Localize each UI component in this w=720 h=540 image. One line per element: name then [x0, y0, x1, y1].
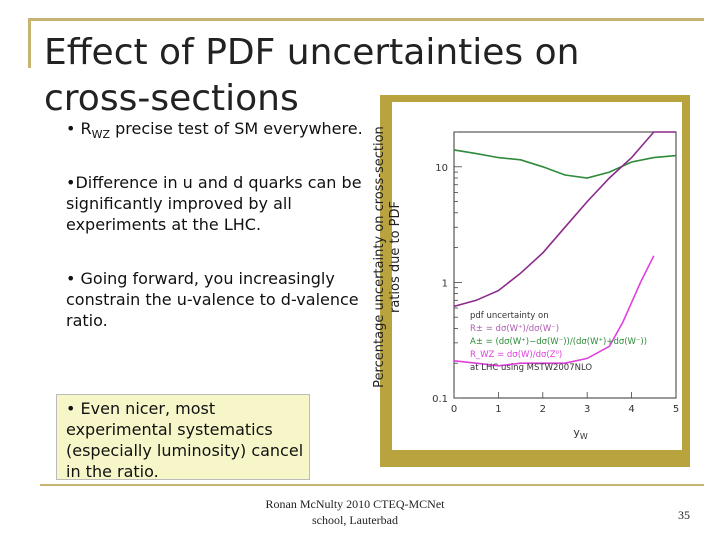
plot-frame: [453, 131, 677, 399]
series-line-1: [453, 149, 677, 179]
x-tick-label: 4: [628, 404, 634, 415]
bullet-forward: • Going forward, you increasingly constr…: [66, 269, 359, 330]
x-tick-label: 2: [540, 404, 546, 415]
chart-axes: 0.1 1 10 0 1 2 3 4 5 yW: [432, 131, 679, 441]
x-tick-label: 3: [584, 404, 590, 415]
plot-background: [392, 102, 682, 450]
frame-top-line: [30, 18, 704, 21]
x-tick-label: 5: [673, 404, 679, 415]
y-tick-label: 1: [442, 278, 448, 289]
bullet-rwz-prefix: • R: [66, 119, 92, 138]
legend-entry: R_WZ = dσ(W)/dσ(Z⁰): [470, 350, 562, 360]
page-number: 35: [678, 508, 690, 522]
frame-bottom-line: [40, 484, 704, 486]
legend-entry: at LHC using MSTW2007NLO: [470, 363, 592, 373]
legend-entry: pdf uncertainty on: [470, 311, 549, 321]
x-axis-label: yW: [573, 426, 588, 441]
series-line-3: [453, 255, 655, 367]
slide-title: Effect of PDF uncertainties on cross-sec…: [44, 32, 580, 119]
y-tick-label: 0.1: [432, 394, 448, 405]
footer-text: Ronan McNulty 2010 CTEQ-MCNet school, La…: [265, 497, 445, 527]
chart-series: [453, 131, 677, 367]
bullet-rwz: • RWZ precise test of SM everywhere.: [66, 118, 386, 145]
x-tick-label: 0: [451, 404, 457, 415]
y-tick-label: 10: [435, 163, 448, 174]
frame-left-line: [28, 18, 31, 68]
chart-legend: pdf uncertainty on R± = dσ(W⁺)/dσ(W⁻) A± =…: [470, 311, 647, 373]
legend-entry: A± = (dσ(W⁺)−dσ(W⁻))/(dσ(W⁺)+dσ(W⁻)): [470, 337, 647, 347]
bullet-rwz-subscript: WZ: [91, 128, 111, 142]
legend-entry: R± = dσ(W⁺)/dσ(W⁻): [470, 324, 559, 334]
pdf-uncertainty-chart: 0.1 1 10 0 1 2 3 4 5 yW pdf uncertainty on R± = dσ…: [432, 131, 679, 441]
series-line-2: [453, 131, 676, 308]
x-tick-label: 1: [495, 404, 501, 415]
bullet-u-d-quarks: •Difference in u and d quarks can be sig…: [66, 173, 362, 234]
figure-ylabel: Percentage uncertainty on cross-section …: [372, 126, 403, 388]
bullet-systematics: • Even nicer, most experimental systemat…: [66, 399, 304, 481]
bullet-rwz-text: precise test of SM everywhere.: [110, 119, 363, 138]
highlight-box: [56, 394, 310, 480]
